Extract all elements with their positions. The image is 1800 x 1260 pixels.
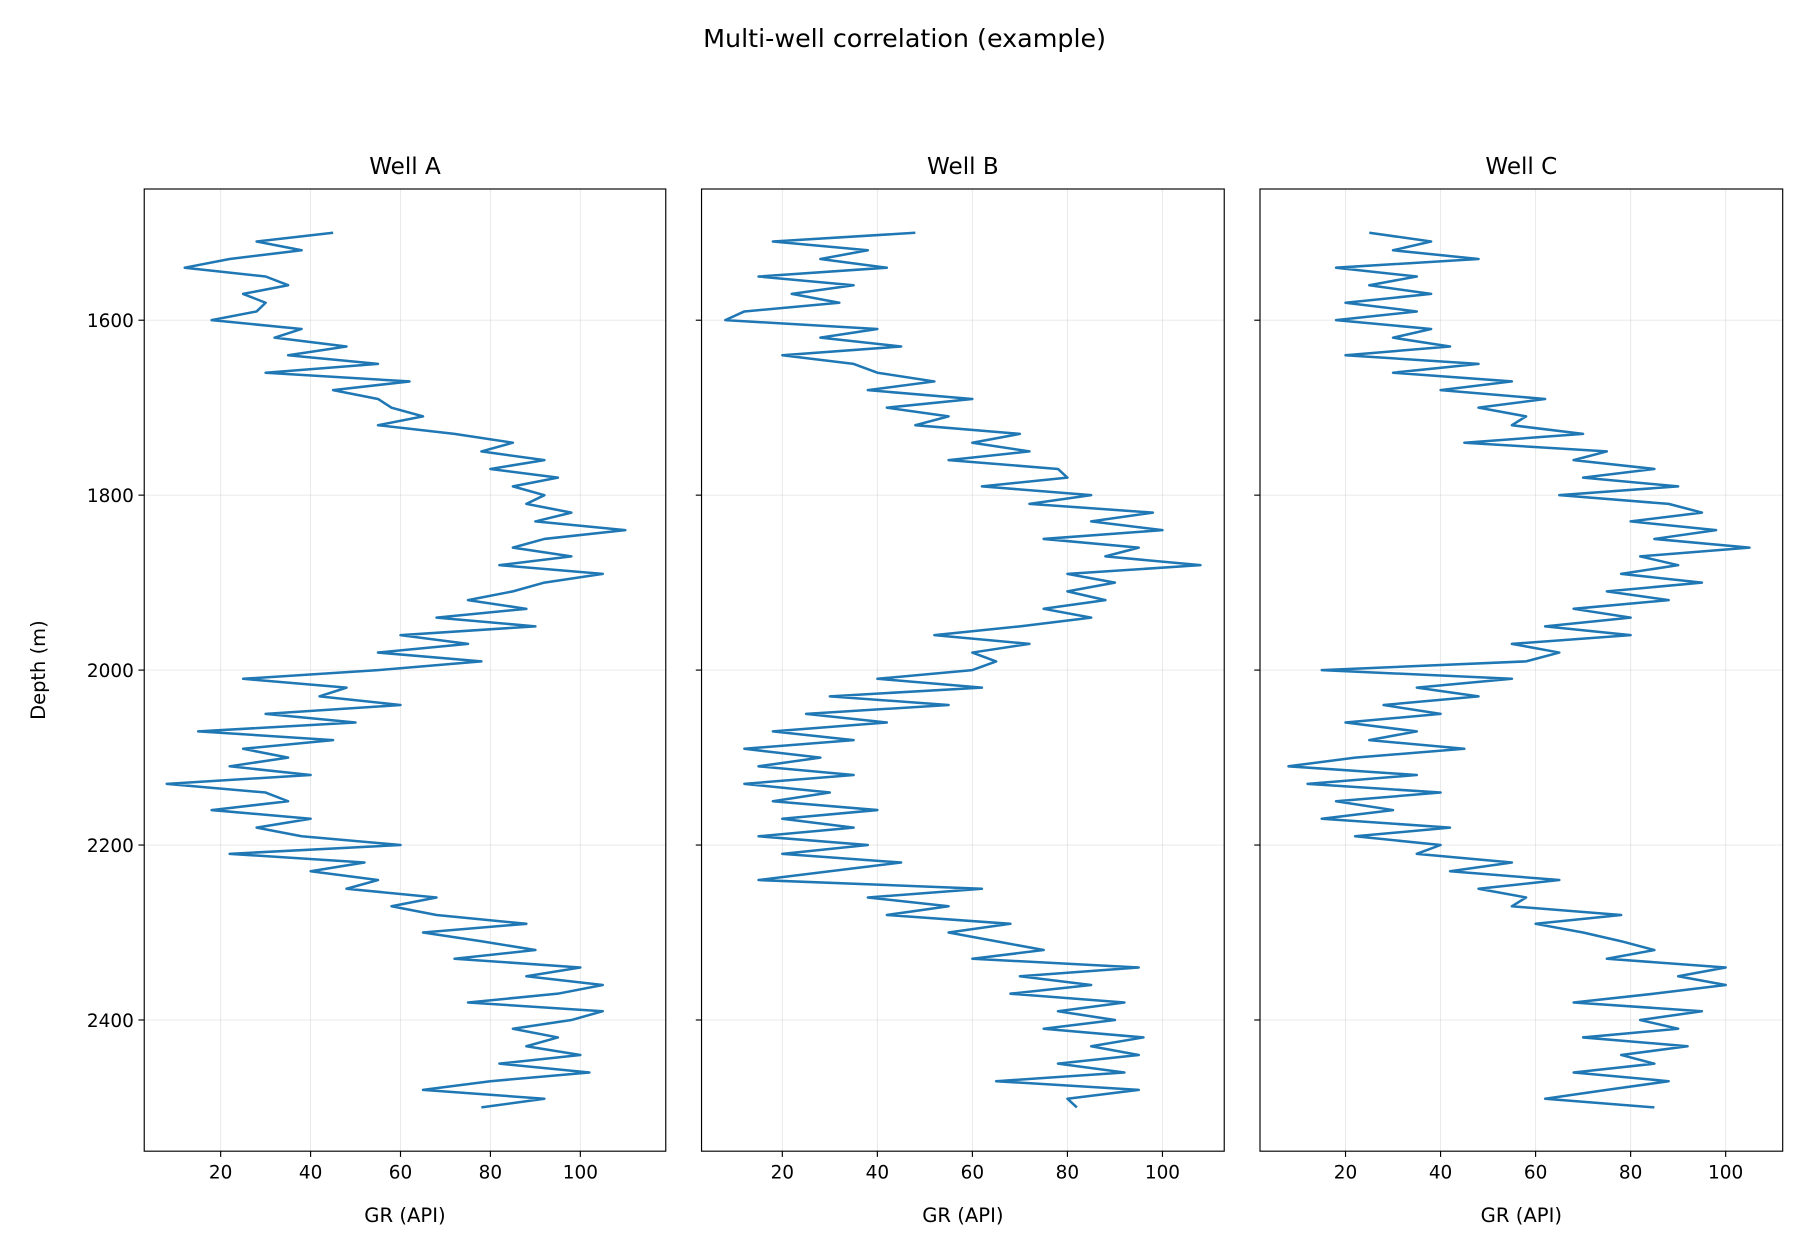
x-tick-label: 60: [389, 1163, 412, 1184]
x-tick-label: 40: [866, 1163, 889, 1184]
x-tick-label: 80: [1619, 1163, 1642, 1184]
x-tick-label: 60: [1524, 1163, 1547, 1184]
x-tick-label: 20: [209, 1163, 232, 1184]
y-tick-label: 2400: [87, 1011, 134, 1032]
x-axis-label: GR (API): [364, 1204, 445, 1227]
gr-log-line: [165, 231, 627, 1109]
y-tick-label: 2200: [87, 836, 134, 857]
panel-well-c: 20 40 60 80 100 Well C GR (API): [1254, 154, 1784, 1227]
gr-log-line: [724, 231, 1202, 1109]
figure-title: Multi-well correlation (example): [703, 24, 1106, 53]
axes-frame: [143, 188, 667, 1152]
x-tick-label: 100: [1145, 1163, 1180, 1184]
x-tick-label: 20: [1334, 1163, 1357, 1184]
y-tick-label: 1600: [87, 311, 134, 332]
panel-title: Well C: [1485, 154, 1557, 180]
panel-title: Well B: [927, 154, 999, 180]
y-tick-label: 1800: [87, 486, 134, 507]
x-tick-label: 80: [1056, 1163, 1079, 1184]
x-tick-label: 80: [479, 1163, 502, 1184]
panel-well-a: 20 40 60 80 100 1600 1800 2000 2200 2400 Well A GR …: [87, 154, 667, 1227]
x-tick-label: 100: [1708, 1163, 1743, 1184]
y-axis-label: Depth (m): [27, 620, 50, 720]
panel-title: Well A: [369, 154, 441, 180]
x-tick-label: 20: [771, 1163, 794, 1184]
x-axis-label: GR (API): [922, 1204, 1003, 1227]
y-tick-label: 2000: [87, 661, 134, 682]
x-tick-label: 100: [563, 1163, 598, 1184]
x-tick-label: 40: [299, 1163, 322, 1184]
x-axis-label: GR (API): [1481, 1204, 1562, 1227]
panel-well-b: 20 40 60 80 100 Well B GR (API): [695, 154, 1225, 1227]
x-tick-label: 40: [1429, 1163, 1452, 1184]
gr-log-line: [1287, 231, 1751, 1109]
x-tick-label: 60: [961, 1163, 984, 1184]
